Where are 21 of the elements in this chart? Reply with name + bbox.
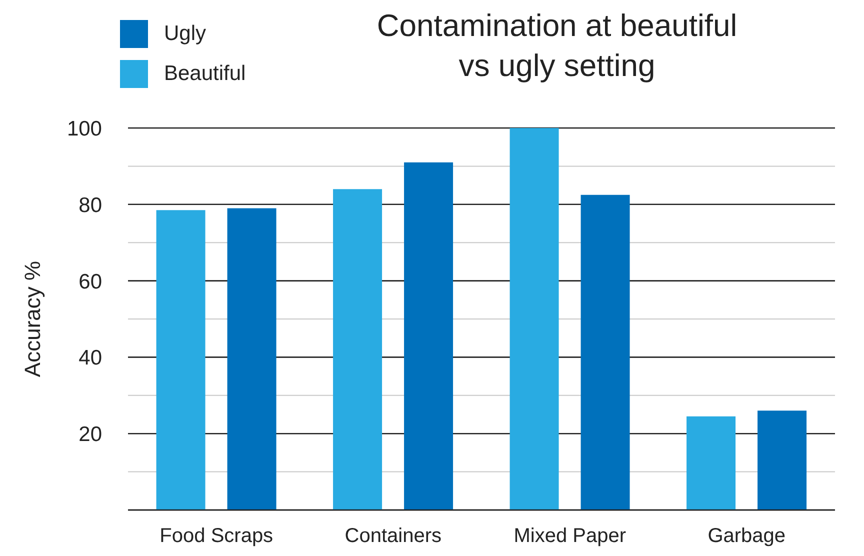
bar — [156, 210, 206, 510]
y-tick-label: 60 — [78, 270, 102, 294]
chart-title: Contamination at beautiful vs ugly setting — [376, 7, 738, 85]
y-tick-label: 40 — [78, 346, 102, 370]
x-tick-label: Containers — [344, 525, 442, 548]
legend-label: Beautiful — [164, 62, 246, 86]
bar — [758, 410, 807, 510]
bar — [580, 194, 630, 510]
bar — [227, 208, 276, 510]
legend-label: Ugly — [164, 22, 206, 46]
bar — [333, 189, 382, 510]
bar — [404, 162, 454, 510]
y-tick-label: 100 — [66, 117, 102, 140]
y-tick-label: 20 — [78, 423, 102, 446]
y-tick-label: 80 — [78, 194, 102, 217]
x-tick-label: Garbage — [708, 525, 786, 548]
x-tick-label: Food Scraps — [160, 525, 274, 548]
x-tick-label: Mixed Paper — [514, 525, 626, 548]
bar — [686, 416, 736, 510]
y-axis-title: Accuracy % — [20, 260, 45, 378]
bar — [510, 128, 559, 510]
